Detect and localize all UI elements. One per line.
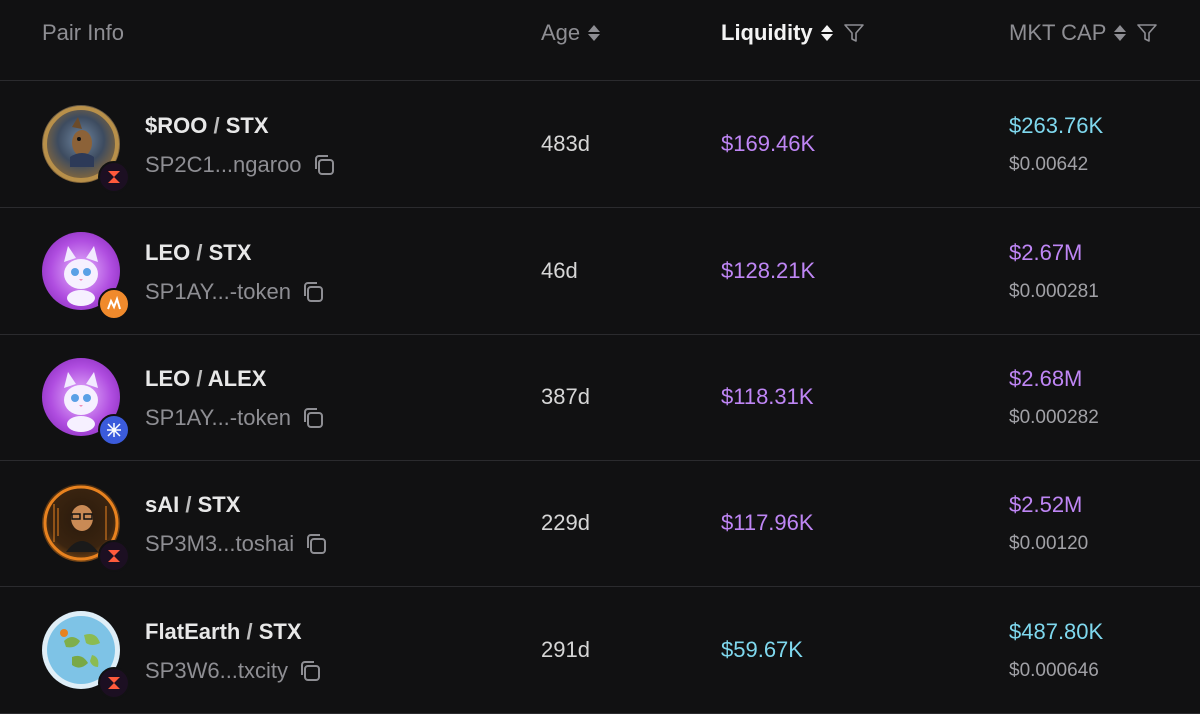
mkt-cap-value: $2.68M bbox=[1009, 366, 1083, 391]
table-header: Pair Info Age Liquidity MKT CAP bbox=[0, 0, 1200, 81]
mkt-cap-value: $263.76K bbox=[1009, 113, 1104, 138]
pair-name[interactable]: FlatEarth / STX bbox=[145, 619, 302, 645]
mkt-cap-value: $2.52M bbox=[1009, 492, 1083, 517]
orange-dex-badge-icon bbox=[98, 288, 130, 320]
base-token: LEO bbox=[145, 366, 191, 391]
liquidity-value: $118.31K bbox=[721, 384, 814, 409]
column-header-label: Liquidity bbox=[721, 20, 813, 45]
address-text: SP3M3...toshai bbox=[145, 531, 295, 556]
column-header-liquidity[interactable]: Liquidity bbox=[721, 19, 865, 47]
price-value: $0.000281 bbox=[1009, 281, 1099, 302]
liquidity-value: $169.46K bbox=[721, 131, 816, 156]
mkt-cap-value: $487.80K bbox=[1009, 619, 1104, 644]
contract-address: SP3W6...txcity bbox=[145, 658, 322, 684]
table-row[interactable]: FlatEarth / STX SP3W6...txcity 291d $59.… bbox=[0, 587, 1200, 714]
column-header-age[interactable]: Age bbox=[541, 19, 601, 47]
sort-icon[interactable] bbox=[1114, 23, 1127, 43]
alex-dex-badge-icon bbox=[98, 414, 130, 446]
copy-icon[interactable] bbox=[298, 659, 322, 683]
address-text: SP1AY...-token bbox=[145, 405, 291, 430]
copy-icon[interactable] bbox=[301, 280, 325, 304]
pair-name[interactable]: $ROO / STX bbox=[145, 113, 269, 139]
contract-address: SP1AY...-token bbox=[145, 405, 325, 431]
base-token: $ROO bbox=[145, 113, 208, 138]
liquidity-value: $117.96K bbox=[721, 510, 814, 535]
filter-icon[interactable] bbox=[843, 22, 865, 44]
pair-separator: / bbox=[190, 366, 208, 391]
pair-name[interactable]: LEO / STX bbox=[145, 240, 251, 266]
quote-token: STX bbox=[208, 240, 252, 265]
price-value: $0.00120 bbox=[1009, 533, 1089, 554]
table-row[interactable]: sAI / STX SP3M3...toshai 229d $117.96K $… bbox=[0, 460, 1200, 587]
age-value: 387d bbox=[541, 384, 590, 409]
velar-dex-badge-icon bbox=[98, 161, 130, 193]
address-text: SP3W6...txcity bbox=[145, 658, 289, 683]
column-header-pair-info: Pair Info bbox=[42, 19, 124, 47]
price-value: $0.000282 bbox=[1009, 407, 1099, 428]
contract-address: SP1AY...-token bbox=[145, 279, 325, 305]
liquidity-value: $59.67K bbox=[721, 637, 803, 662]
age-value: 291d bbox=[541, 637, 590, 662]
age-value: 46d bbox=[541, 258, 578, 283]
contract-address: SP2C1...ngaroo bbox=[145, 152, 336, 178]
flat-earth-map-avatar-icon bbox=[42, 611, 130, 699]
column-header-label: MKT CAP bbox=[1009, 20, 1107, 45]
quote-token: STX bbox=[258, 619, 302, 644]
column-header-label: Pair Info bbox=[42, 20, 124, 45]
quote-token: ALEX bbox=[207, 366, 267, 391]
table-row[interactable]: $ROO / STX SP2C1...ngaroo 483d $169.46K … bbox=[0, 81, 1200, 208]
pair-separator: / bbox=[207, 113, 226, 138]
copy-icon[interactable] bbox=[301, 406, 325, 430]
price-value: $0.00642 bbox=[1009, 154, 1089, 175]
base-token: sAI bbox=[145, 492, 180, 517]
price-value: $0.000646 bbox=[1009, 660, 1099, 681]
contract-address: SP3M3...toshai bbox=[145, 531, 328, 557]
satoshi-ai-avatar-icon bbox=[42, 484, 130, 572]
liquidity-value: $128.21K bbox=[721, 258, 816, 283]
sort-icon[interactable] bbox=[820, 23, 833, 43]
pair-separator: / bbox=[190, 240, 209, 265]
pair-name[interactable]: LEO / ALEX bbox=[145, 366, 266, 392]
sort-icon[interactable] bbox=[588, 23, 601, 43]
quote-token: STX bbox=[225, 113, 269, 138]
column-header-mkt-cap[interactable]: MKT CAP bbox=[1009, 19, 1158, 47]
age-value: 483d bbox=[541, 131, 590, 156]
filter-icon[interactable] bbox=[1136, 22, 1158, 44]
address-text: SP2C1...ngaroo bbox=[145, 152, 302, 177]
table-row[interactable]: LEO / STX SP1AY...-token 46d $128.21K $2… bbox=[0, 208, 1200, 335]
age-value: 229d bbox=[541, 510, 590, 535]
leo-cat-avatar-icon bbox=[42, 358, 130, 446]
copy-icon[interactable] bbox=[304, 532, 328, 556]
pair-separator: / bbox=[240, 619, 259, 644]
leo-cat-avatar-icon bbox=[42, 232, 130, 320]
velar-dex-badge-icon bbox=[98, 540, 130, 572]
column-header-label: Age bbox=[541, 20, 581, 45]
mkt-cap-value: $2.67M bbox=[1009, 240, 1083, 265]
address-text: SP1AY...-token bbox=[145, 279, 291, 304]
pair-separator: / bbox=[179, 492, 198, 517]
quote-token: STX bbox=[197, 492, 241, 517]
base-token: LEO bbox=[145, 240, 191, 265]
kangaroo-avatar-icon bbox=[42, 105, 130, 193]
pair-name[interactable]: sAI / STX bbox=[145, 492, 240, 518]
base-token: FlatEarth bbox=[145, 619, 241, 644]
table-row[interactable]: LEO / ALEX SP1AY...-token 387d $118.31K … bbox=[0, 334, 1200, 461]
velar-dex-badge-icon bbox=[98, 667, 130, 699]
copy-icon[interactable] bbox=[312, 153, 336, 177]
